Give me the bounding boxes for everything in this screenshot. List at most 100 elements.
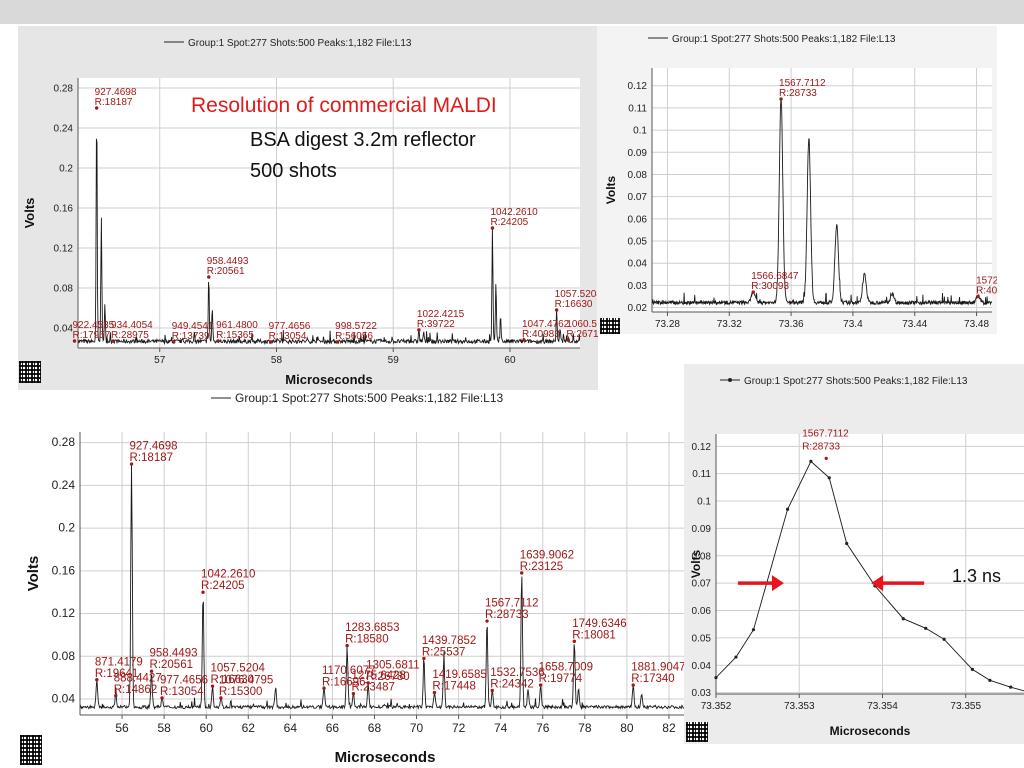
peak-label-mass: 1749.6346 [572, 618, 626, 630]
x-tick-label: 73.48 [964, 319, 989, 330]
data-point [942, 637, 946, 641]
peak-label-mass: 871.4179 [95, 656, 143, 668]
peak-label-resolution: R:24205 [490, 217, 528, 228]
qr-code-icon [20, 735, 42, 765]
peak-label-mass: 1567.7112 [779, 78, 826, 89]
peak-marker [490, 688, 494, 693]
data-point [988, 678, 992, 682]
legend-label: Group:1 Spot:277 Shots:500 Peaks:1,182 F… [744, 376, 968, 387]
legend: Group:1 Spot:277 Shots:500 Peaks:1,182 F… [720, 376, 968, 387]
x-tick-label: 73.44 [902, 319, 927, 330]
slide-annotation-title: Resolution of commercial MALDI [191, 94, 497, 117]
data-point [751, 628, 756, 632]
peak-marker [335, 340, 339, 344]
y-tick-label: 0.2 [59, 164, 73, 175]
chart-bottom-left: Group:1 Spot:277 Shots:500 Peaks:1,182 F… [25, 391, 690, 766]
peak-label-mass: 1022.4215 [417, 309, 465, 320]
x-tick-label: 66 [326, 721, 340, 735]
peak-label-resolution: R:17957 [72, 330, 110, 341]
y-tick-label: 0.06 [628, 214, 648, 225]
peak-label-mass: 1881.9047 [631, 662, 685, 674]
y-tick-label: 0.09 [628, 148, 648, 159]
x-tick-label: 62 [242, 721, 256, 735]
plot-area [716, 434, 1024, 694]
peak-label-mass: 1567.7112 [485, 598, 539, 610]
peak-label-resolution: R:19774 [539, 673, 583, 685]
peak-label-resolution: R:23487 [351, 682, 394, 694]
y-tick-label: 0.07 [692, 579, 712, 590]
peak-label-resolution: R:18187 [130, 452, 173, 464]
y-axis-title: Volts [22, 198, 37, 229]
peak-marker [572, 639, 577, 644]
x-tick-label: 73.353 [784, 701, 815, 712]
peak-label-mass: 1572.70 [976, 275, 997, 286]
peak-label-resolution: R:39722 [417, 319, 455, 330]
x-axis-title: Microseconds [285, 372, 372, 387]
peak-label-resolution: R:24342 [490, 678, 533, 690]
y-tick-label: 0.05 [692, 633, 712, 644]
spectrum-trace [78, 138, 580, 346]
slide-annotation-line2: 500 shots [250, 160, 337, 182]
y-axis-title: Volts [25, 556, 42, 592]
chart-bottom-right: Group:1 Spot:277 Shots:500 Peaks:1,182 F… [689, 376, 1024, 738]
y-tick-label: 0.24 [52, 478, 76, 492]
peak-label-mass: 1419.6585 [432, 669, 486, 681]
peak-label-resolution: R:56056 [335, 331, 373, 342]
peak-label-mass: 1275.6428 [351, 670, 405, 682]
chart-top-right: Group:1 Spot:277 Shots:500 Peaks:1,182 F… [604, 34, 997, 330]
peak-label-resolution: R:17340 [631, 673, 674, 685]
chart-top-left: Group:1 Spot:277 Shots:500 Peaks:1,182 F… [22, 38, 598, 387]
peak-marker [210, 684, 215, 688]
peak-label-mass: 934.4054 [111, 320, 153, 331]
legend-label: Group:1 Spot:277 Shots:500 Peaks:1,182 F… [235, 391, 504, 405]
x-axis-title: Microseconds [830, 724, 911, 738]
peak-label-mass: 977.4656 [160, 674, 208, 686]
chart-panel-top-right: Group:1 Spot:277 Shots:500 Peaks:1,182 F… [597, 26, 997, 334]
peak-label-mass: 998.5722 [335, 321, 377, 332]
slide-annotation-line1: BSA digest 3.2m reflector [250, 129, 476, 151]
x-tick-label: 78 [578, 721, 592, 735]
peak-label-mass: 888.4427 [114, 672, 162, 684]
peak-label-mass: 1060.54 [566, 319, 598, 330]
peak-label-resolution: R:16630 [555, 299, 593, 310]
data-point [827, 476, 831, 480]
peak-marker [149, 669, 154, 673]
data-point [714, 675, 718, 680]
y-tick-label: 0.08 [52, 649, 76, 663]
peak-marker [490, 226, 495, 230]
data-point [901, 617, 905, 621]
peak-label-resolution: R:13054 [269, 331, 307, 342]
peak-label-mass: 977.4656 [269, 321, 311, 332]
peak-label-resolution: R:13739 [172, 331, 210, 342]
x-tick-label: 73.354 [867, 701, 898, 712]
peak-marker [976, 294, 980, 299]
peak-label-resolution: R:28733 [779, 88, 817, 99]
qr-code-icon [686, 722, 708, 742]
peak-label-resolution: R:20561 [207, 266, 245, 277]
peak-label-resolution: R:26715 [566, 329, 598, 340]
peak-label-resolution: R:16630 [211, 674, 254, 686]
y-tick-label: 0.04 [54, 324, 74, 335]
peak-label-resolution: R:40198 [976, 285, 997, 296]
peak-marker [268, 340, 273, 344]
peak-label-resolution: R:16696 [322, 676, 365, 688]
peak-marker [522, 338, 526, 342]
peak-label-resolution: R:28733 [485, 609, 528, 621]
peak-marker [366, 681, 370, 685]
peak-marker [160, 696, 164, 700]
legend-label: Group:1 Spot:277 Shots:500 Peaks:1,182 F… [672, 34, 896, 45]
x-tick-label: 60 [504, 355, 516, 366]
qr-code-icon [19, 361, 41, 383]
peak-marker [345, 643, 349, 648]
legend: Group:1 Spot:277 Shots:500 Peaks:1,182 F… [164, 38, 412, 49]
y-tick-label: 0.04 [52, 691, 76, 705]
peak-label-resolution: R:19641 [95, 668, 138, 680]
peak-label-mass: 1042.2610 [201, 569, 255, 581]
data-point [1009, 685, 1013, 689]
y-tick-label: 0.08 [692, 551, 712, 562]
y-tick-label: 0.04 [628, 259, 648, 270]
peak-label-resolution: R:17448 [432, 681, 475, 693]
peak-marker [201, 590, 205, 594]
y-tick-label: 0.12 [54, 244, 74, 255]
peak-marker [94, 106, 99, 110]
